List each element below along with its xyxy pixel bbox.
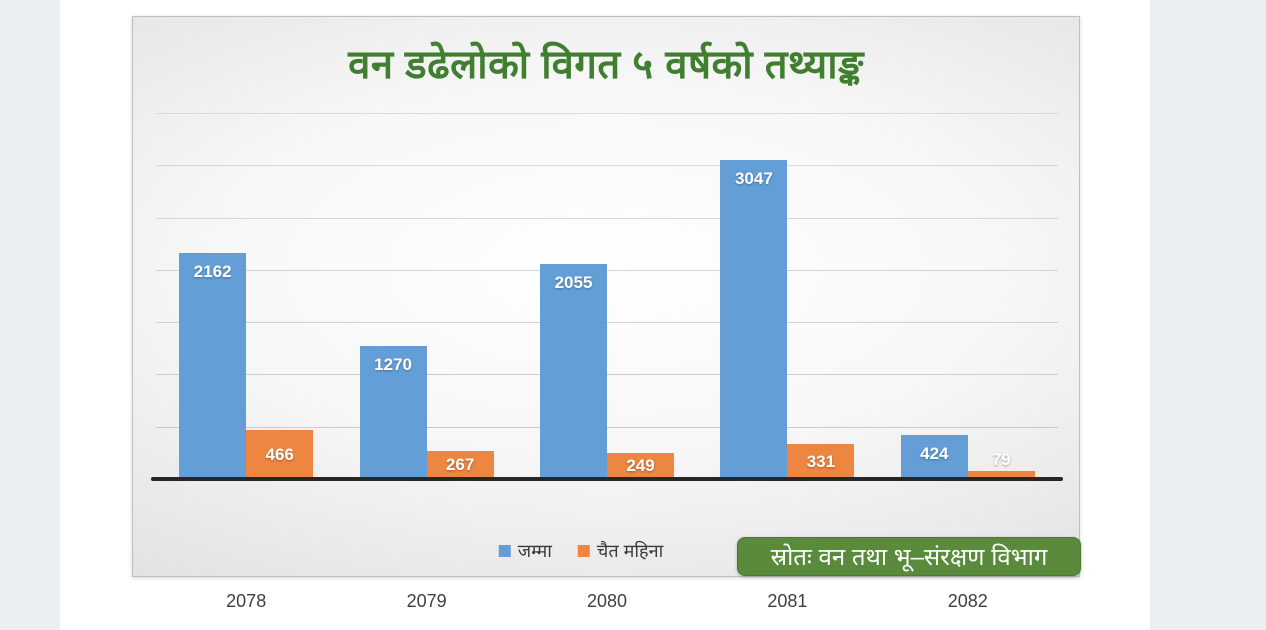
bar-total-2078 xyxy=(179,253,247,479)
bar-chait-2081 xyxy=(787,444,855,479)
gridline xyxy=(156,374,1058,376)
bar-chait-2082 xyxy=(967,471,1035,479)
plot-area: 2162 466 2078 1270 267 2079 2055 249 2080 3047 331… xyxy=(156,113,1058,611)
gridline xyxy=(156,113,1058,114)
legend-label: चैत महिना xyxy=(596,541,664,561)
bar-value-label: 79 xyxy=(991,450,1011,469)
bar-value-label: 249 xyxy=(626,456,655,475)
page-right-margin-strip xyxy=(1150,0,1266,630)
bar-chait-2078 xyxy=(246,430,314,479)
legend-item-1: चैत महिना xyxy=(577,539,664,563)
gridline xyxy=(156,217,1058,219)
bar-value-label: 3047 xyxy=(734,169,773,188)
gridline xyxy=(156,322,1058,324)
bar-total-2081 xyxy=(720,160,788,479)
x-axis-label-2080: 2080 xyxy=(586,591,628,611)
bar-total-2082 xyxy=(900,435,968,479)
bar-total-2080 xyxy=(540,264,607,479)
legend-label: जम्मा xyxy=(517,541,552,561)
source-label: स्रोतः वन तथा भू–संरक्षण विभाग xyxy=(770,544,1048,571)
gridline xyxy=(156,426,1058,428)
page-left-margin-strip xyxy=(0,0,60,630)
x-axis-line xyxy=(151,477,1063,481)
legend-item-0: जम्मा xyxy=(498,539,552,563)
gridline xyxy=(156,269,1058,271)
bar-value-label: 1270 xyxy=(374,355,412,374)
x-axis-label-2082: 2082 xyxy=(947,591,988,611)
bar-value-label: 2162 xyxy=(193,262,232,281)
legend-swatch-icon xyxy=(498,545,511,557)
chart-legend: जम्मा चैत महिना xyxy=(498,539,664,563)
bar-total-2079 xyxy=(359,346,427,479)
x-axis-label-2081: 2081 xyxy=(767,591,808,611)
source-box: स्रोतः वन तथा भू–संरक्षण विभाग xyxy=(737,537,1081,576)
gridline xyxy=(156,165,1058,167)
legend-swatch-icon xyxy=(577,545,590,557)
bar-value-label: 331 xyxy=(806,451,836,471)
chart-card: वन डढेलोको विगत ५ वर्षको तथ्याङ्क 2162 46… xyxy=(132,16,1081,611)
x-axis-label-2078: 2078 xyxy=(226,591,267,611)
x-axis-label-2079: 2079 xyxy=(406,591,447,611)
bar-value-label: 2055 xyxy=(554,273,593,292)
chart-title: वन डढेलोको विगत ५ वर्षको तथ्याङ्क xyxy=(348,43,864,87)
bar-value-label: 466 xyxy=(265,444,294,464)
bar-value-label: 424 xyxy=(920,444,949,463)
bar-value-label: 267 xyxy=(445,455,475,474)
bar-chait-2079 xyxy=(426,451,494,479)
bar-chait-2080 xyxy=(607,453,674,479)
